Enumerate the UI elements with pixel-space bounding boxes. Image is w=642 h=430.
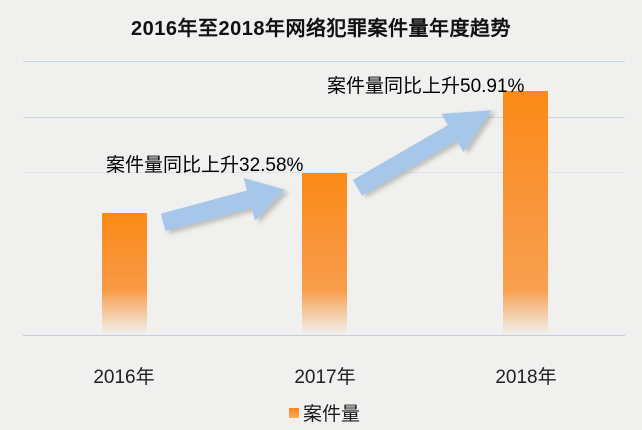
gridline (23, 117, 625, 118)
bar-2017 (302, 173, 347, 335)
annotation-2018-growth: 案件量同比上升50.91% (327, 76, 525, 97)
bar-2018 (503, 91, 548, 335)
chart-title: 2016年至2018年网络犯罪案件量年度趋势 (131, 18, 511, 40)
gridline (23, 172, 625, 173)
x-tick-2017: 2017年 (294, 367, 356, 388)
gridline (23, 61, 625, 62)
legend: 案件量 (289, 399, 360, 426)
growth-arrow-2017-2018-icon (352, 110, 492, 196)
x-axis-line (23, 335, 625, 336)
x-tick-2016: 2016年 (93, 367, 155, 388)
bar-2016 (102, 213, 147, 335)
annotation-2017-growth: 案件量同比上升32.58% (106, 155, 304, 176)
growth-arrow-2016-2017-icon (160, 177, 285, 231)
legend-label: 案件量 (303, 404, 361, 425)
legend-swatch-icon (289, 407, 299, 418)
x-tick-2018: 2018年 (495, 367, 557, 388)
